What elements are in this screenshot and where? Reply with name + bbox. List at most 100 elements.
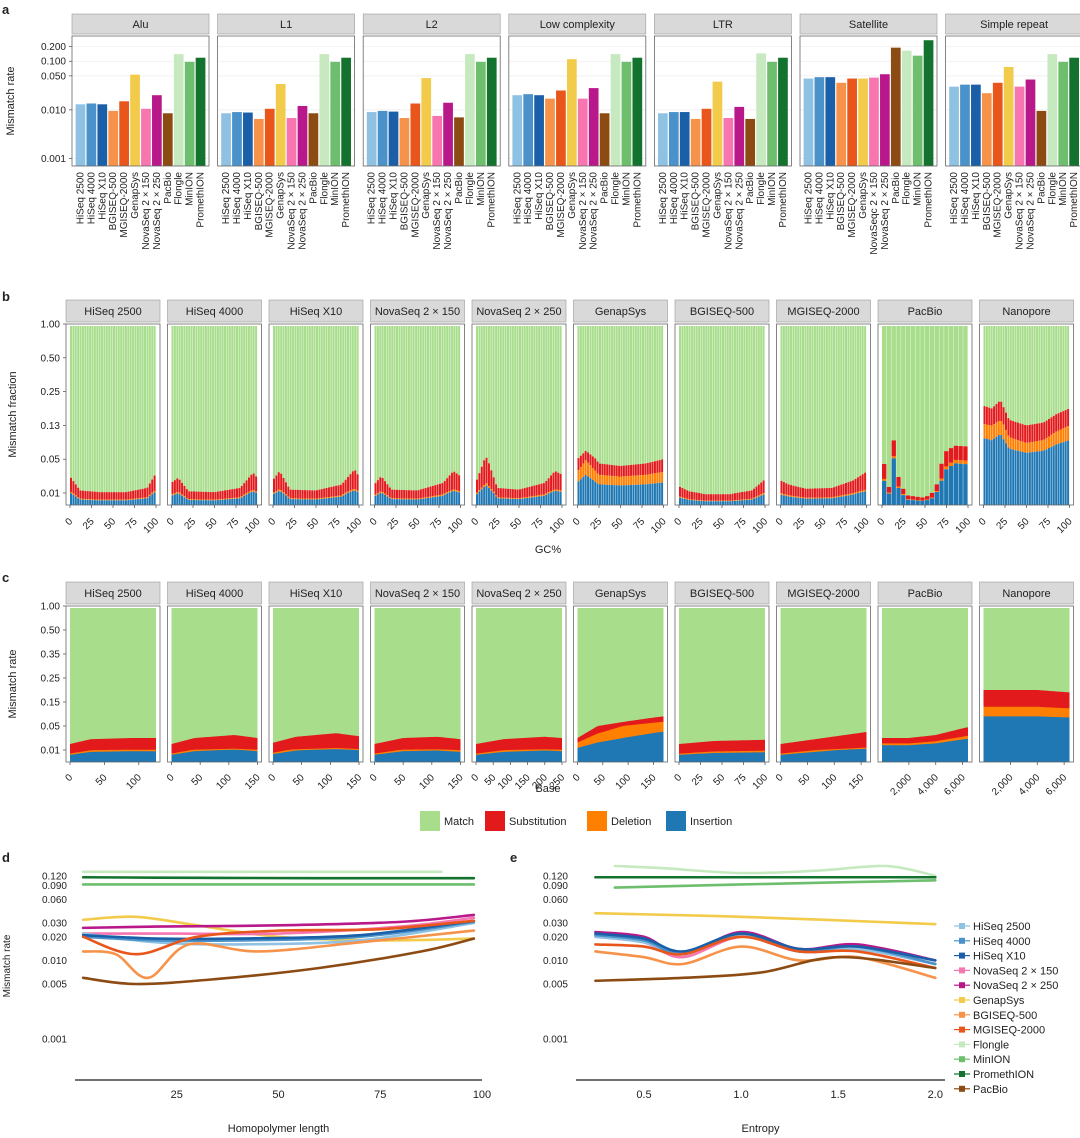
bar-substitution <box>497 488 500 498</box>
legend-label: Match <box>444 816 474 828</box>
bar-insertion <box>277 491 280 505</box>
bar-insertion <box>296 499 299 505</box>
bar-substitution <box>436 484 439 496</box>
bar-match <box>81 326 84 491</box>
facet-strip-label: BGISEQ-500 <box>690 306 754 318</box>
bar-substitution <box>845 482 847 495</box>
bar-insertion <box>741 500 744 505</box>
bar-deletion <box>710 500 713 502</box>
bar-substitution <box>630 464 633 476</box>
bar-substitution <box>1026 425 1029 443</box>
bar-match <box>478 326 481 474</box>
bar-insertion <box>216 500 219 505</box>
bar-insertion <box>1016 450 1019 505</box>
x-tick-label: 2,000 <box>889 772 915 798</box>
x-tick-label: 50 <box>592 772 608 788</box>
bar-insertion <box>944 469 949 505</box>
bar-match <box>405 326 408 491</box>
bar-substitution <box>391 489 394 499</box>
bar-substitution <box>511 489 514 499</box>
bar-deletion <box>792 496 795 498</box>
facet-strip <box>268 299 364 323</box>
bar-insertion <box>958 463 963 505</box>
bar-match <box>410 326 413 491</box>
bar <box>814 77 825 166</box>
bar-insertion <box>405 499 408 505</box>
bar-insertion <box>745 499 748 505</box>
bar-substitution <box>79 490 82 499</box>
bar-match <box>702 326 705 495</box>
bar <box>486 57 497 166</box>
x-tick-label: 50 <box>272 1089 284 1101</box>
bar-insertion <box>108 500 111 505</box>
facet-frame <box>217 35 356 167</box>
bar-substitution <box>132 490 135 499</box>
bar-deletion <box>1024 442 1027 453</box>
bar <box>971 84 981 166</box>
x-tick-label: HiSeq 2500 <box>949 172 960 225</box>
x-tick-label: 50 <box>610 516 626 532</box>
bar-match <box>736 326 739 493</box>
bar-substitution <box>724 494 727 501</box>
bar-match <box>1052 326 1055 416</box>
bar-substitution <box>141 488 144 498</box>
bar-deletion <box>545 493 548 495</box>
bar-substitution <box>1002 407 1005 425</box>
bar-match <box>802 326 804 489</box>
bar-deletion <box>339 495 342 497</box>
bar-match <box>228 326 231 490</box>
facet-strip-label: GenapSys <box>595 306 647 318</box>
bar-deletion <box>714 500 717 502</box>
bar-deletion <box>939 478 944 481</box>
bar-substitution <box>811 488 814 498</box>
bar-deletion <box>983 423 986 439</box>
legend-label: NovaSeq 2 × 250 <box>973 980 1058 992</box>
bar-insertion <box>538 496 541 505</box>
bar-deletion <box>632 475 635 485</box>
bar-insertion <box>794 497 797 505</box>
bar-deletion <box>797 496 800 498</box>
bar-insertion <box>993 438 996 505</box>
bar <box>377 110 388 166</box>
bar-substitution <box>446 478 449 493</box>
bar-substitution <box>925 496 930 500</box>
bar-deletion <box>499 497 502 499</box>
x-tick-label: 25 <box>81 516 97 532</box>
bar-deletion <box>653 473 656 484</box>
bar-insertion <box>178 494 181 505</box>
bar-deletion <box>386 495 389 497</box>
bar-insertion <box>381 493 384 505</box>
bar-match <box>823 326 826 489</box>
bar-match <box>1026 326 1029 426</box>
bar-deletion <box>396 498 398 500</box>
bar-insertion <box>644 484 647 505</box>
bar <box>195 57 206 166</box>
facet-strip <box>370 581 465 605</box>
bar-insertion <box>859 492 862 505</box>
bar-deletion <box>86 499 89 500</box>
bar-substitution <box>453 471 456 490</box>
bar-match <box>656 326 659 461</box>
bar-insertion <box>891 458 896 505</box>
bar-match <box>487 326 490 464</box>
x-tick-label: 100 <box>473 1089 491 1101</box>
bar-substitution <box>439 483 441 495</box>
bar-deletion <box>245 493 248 495</box>
series-line <box>594 932 937 962</box>
series-line <box>594 930 937 962</box>
bar-match <box>811 326 814 489</box>
bar-deletion <box>526 497 529 499</box>
x-tick-label: 100 <box>124 772 144 792</box>
bar-insertion <box>599 484 601 505</box>
bar-insertion <box>327 498 330 505</box>
bar-substitution <box>582 453 585 464</box>
bar-deletion <box>1019 440 1022 452</box>
facet-strip <box>217 13 355 35</box>
bar-deletion <box>376 492 379 495</box>
bar-substitution <box>1031 424 1034 442</box>
x-tick-label: 75 <box>733 516 749 532</box>
bar-match <box>337 326 340 486</box>
bar-insertion <box>582 477 585 505</box>
bar-deletion <box>785 494 788 496</box>
bar-substitution <box>243 483 246 495</box>
